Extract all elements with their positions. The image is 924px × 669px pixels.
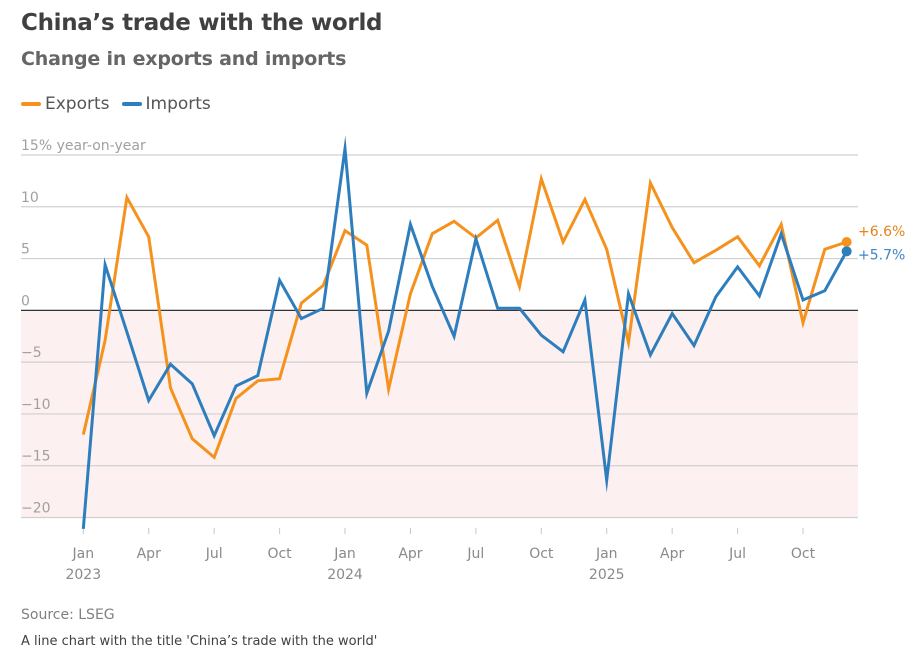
y-axis-labels: 15% year-on-year 10 5 0 −5 −10 −15 −20 xyxy=(21,138,146,517)
x-tick-label: Jul xyxy=(728,546,746,562)
y-tick-label: 0 xyxy=(21,293,30,309)
source-note: Source: LSEG xyxy=(21,607,115,623)
x-tick-year-label: 2024 xyxy=(327,567,363,583)
legend-swatch-exports xyxy=(21,102,41,106)
series-line-imports xyxy=(81,135,848,530)
x-tick-label: Oct xyxy=(791,546,816,562)
end-label-imports: +5.7% xyxy=(858,247,905,263)
y-tick-label: −15 xyxy=(21,449,51,465)
chart-title: China’s trade with the world xyxy=(21,10,383,36)
x-axis: Jan 2023 Apr Jul Oct Jan 2024 Apr Jul Oct Jan 2025 A… xyxy=(65,528,816,583)
y-tick-label: −10 xyxy=(21,397,51,413)
y-tick-label: −5 xyxy=(21,345,42,361)
y-tick-label: −20 xyxy=(21,501,51,517)
x-tick-label: Oct xyxy=(529,546,554,562)
x-tick-label: Oct xyxy=(267,546,292,562)
x-tick-label: Jan xyxy=(333,546,356,562)
x-tick-label: Apr xyxy=(137,546,161,562)
end-dot-imports xyxy=(841,246,852,257)
legend: Exports Imports xyxy=(21,94,223,114)
chart-subtitle: Change in exports and imports xyxy=(21,48,347,70)
end-label-exports: +6.6% xyxy=(858,224,905,240)
legend-item-imports: Imports xyxy=(121,94,211,114)
legend-label-imports: Imports xyxy=(145,94,211,114)
x-tick-label: Jan xyxy=(72,546,95,562)
x-tick-year-label: 2023 xyxy=(65,567,101,583)
x-tick-label: Jul xyxy=(205,546,223,562)
legend-swatch-imports xyxy=(121,102,142,106)
series-line-exports xyxy=(81,173,848,460)
x-tick-label: Jul xyxy=(466,546,484,562)
line-chart: 15% year-on-year 10 5 0 −5 −10 −15 −20 Jan 2023 A… xyxy=(21,135,905,583)
legend-item-exports: Exports xyxy=(21,94,110,114)
y-tick-label: 10 xyxy=(21,190,39,206)
end-dot-exports xyxy=(841,237,852,247)
x-tick-label: Apr xyxy=(398,546,422,562)
series-lines xyxy=(81,135,848,530)
x-tick-year-label: 2025 xyxy=(589,567,625,583)
chart-description: A line chart with the title 'China’s tra… xyxy=(21,634,378,649)
y-tick-label: 5 xyxy=(21,242,30,258)
legend-label-exports: Exports xyxy=(45,94,110,114)
x-tick-label: Jan xyxy=(595,546,618,562)
x-tick-label: Apr xyxy=(660,546,684,562)
end-labels: +6.6% +5.7% xyxy=(841,224,905,263)
y-tick-label: 15% year-on-year xyxy=(21,138,146,154)
